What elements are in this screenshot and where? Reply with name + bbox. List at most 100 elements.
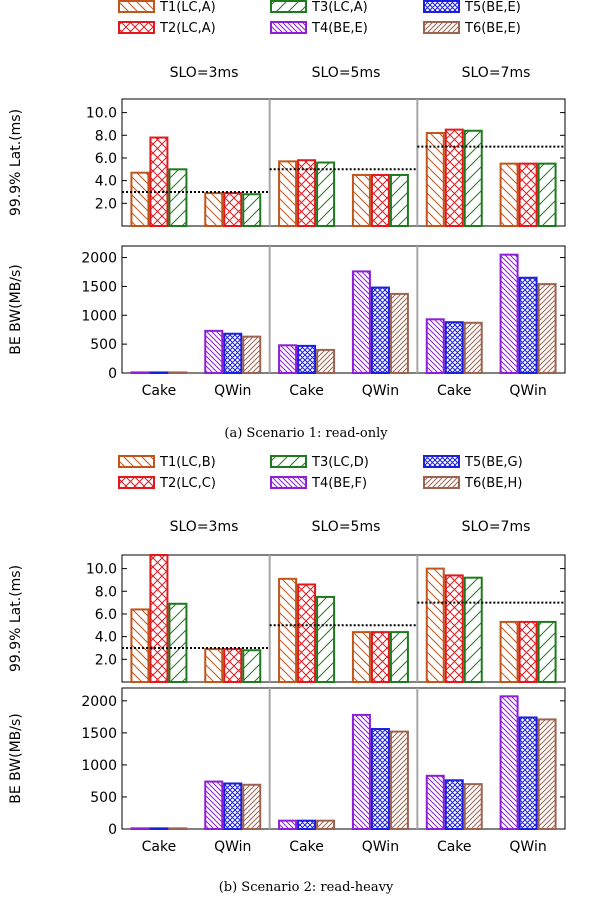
bar-t5-qwin (370, 286, 390, 374)
bar-t4-qwin (499, 253, 519, 374)
legend-scenario-2: T1(LC,B) T2(LC,C) T3(LC,D) T4(BE,F) T5(B… (118, 455, 523, 491)
plot-frame (121, 554, 566, 683)
bar-t3-qwin (537, 162, 557, 227)
legend-label-t3: T3(LC,A) (311, 0, 368, 15)
bandwidth-panel-scenario-1: 0 500 1000 1500 2000 BE BW(MB/s) Cake QWin Cake Q… (8, 245, 566, 399)
bar-t3-qwin (242, 193, 262, 227)
bar-t1-qwin (204, 648, 224, 684)
slo-label-3ms: SLO=3ms (170, 65, 239, 81)
y-tick-label: 6.0 (95, 607, 117, 623)
bar-t5-qwin (223, 332, 243, 374)
slo-label-5ms: SLO=5ms (312, 65, 381, 81)
x-tick-label: Cake (437, 839, 472, 855)
bar-t4-cake (425, 774, 445, 831)
x-tick-label: QWin (509, 839, 546, 855)
caption-scenario-2: (b) Scenario 2: read-heavy (219, 880, 394, 895)
bar-t2-cake (149, 554, 169, 683)
bar-t2-qwin (223, 648, 243, 684)
legend-item-t5: T5(BE,G) (423, 455, 523, 470)
bar-t1-qwin (351, 631, 371, 683)
bar-t5-cake (149, 371, 169, 375)
bar-t1-qwin (499, 620, 519, 684)
bar-t5-qwin (518, 716, 538, 830)
y-tick-label: 0 (108, 366, 117, 382)
bar-t2-cake (297, 159, 317, 228)
bar-t3-cake (168, 602, 188, 683)
legend-label-t1: T1(LC,A) (159, 0, 216, 15)
x-tick-label: Cake (437, 383, 472, 399)
bar-t5-cake (444, 321, 464, 375)
y-tick-label: 2000 (81, 694, 117, 710)
y-tick-label: 8.0 (95, 584, 117, 600)
bar-t4-cake (278, 819, 298, 830)
bar-t6-qwin (242, 783, 262, 831)
legend-item-t4: T4(BE,E) (270, 21, 368, 36)
bar-t2-qwin (370, 631, 390, 683)
y-tick-label: 500 (90, 790, 117, 806)
x-tick-label: QWin (362, 383, 399, 399)
bar-t5-cake (297, 344, 317, 375)
bar-t3-qwin (537, 620, 557, 684)
x-tick-label: Cake (142, 839, 177, 855)
caption-scenario-1: (a) Scenario 1: read-only (224, 426, 388, 441)
bar-t1-cake (278, 160, 298, 227)
y-tick-label: 10.0 (86, 106, 117, 122)
bar-t4-qwin (351, 270, 371, 374)
y-tick-label: 2.0 (95, 652, 117, 668)
bar-t3-cake (463, 576, 483, 684)
slo-label-5ms: SLO=5ms (312, 519, 381, 535)
y-tick-label: 500 (90, 337, 117, 353)
y-tick-label: 8.0 (95, 128, 117, 144)
legend-label-t4: T4(BE,E) (311, 21, 368, 36)
bar-t6-qwin (537, 283, 557, 375)
bar-t6-cake (463, 783, 483, 830)
bar-t4-qwin (351, 713, 371, 830)
bar-t1-qwin (204, 192, 224, 228)
x-tick-label: Cake (142, 383, 177, 399)
y-tick-label: 2.0 (95, 196, 117, 212)
bar-t2-cake (297, 583, 317, 683)
legend-label-t5: T5(BE,E) (464, 0, 521, 15)
bar-t1-cake (130, 171, 150, 227)
bar-t2-cake (444, 574, 464, 683)
y-tick-label: 1000 (81, 308, 117, 324)
bar-t3-cake (316, 161, 336, 227)
plot-frame (121, 687, 566, 830)
x-tick-label: Cake (289, 839, 324, 855)
legend-item-t2: T2(LC,C) (118, 476, 216, 491)
bar-t6-qwin (242, 335, 262, 374)
bar-t3-qwin (389, 173, 409, 228)
y-tick-label: 1500 (81, 726, 117, 742)
bar-t3-qwin (242, 649, 262, 683)
bar-t2-cake (149, 136, 169, 227)
bar-t4-cake (130, 827, 150, 830)
y-tick-label: 4.0 (95, 174, 117, 190)
bar-t6-cake (463, 321, 483, 375)
plot-frame (121, 98, 566, 227)
legend-item-t3: T3(LC,A) (270, 0, 368, 15)
x-tick-label: QWin (214, 839, 251, 855)
bar-t3-cake (463, 129, 483, 227)
legend-label-t5: T5(BE,G) (464, 455, 523, 470)
bar-t4-cake (278, 344, 298, 375)
legend-label-t4: T4(BE,F) (311, 476, 367, 491)
bar-t1-cake (425, 567, 445, 683)
bar-t2-qwin (223, 192, 243, 228)
bar-t6-cake (168, 827, 188, 830)
x-tick-label: Cake (289, 383, 324, 399)
legend-item-t1: T1(LC,B) (118, 455, 216, 470)
y-axis-label: BE BW(MB/s) (8, 264, 24, 354)
bar-t6-cake (316, 819, 336, 830)
bar-t5-cake (297, 819, 317, 830)
bar-t6-qwin (389, 292, 409, 374)
y-tick-label: 1500 (81, 279, 117, 295)
latency-panel-scenario-1: 2.0 4.0 6.0 8.0 10.0 99.9% Lat.(ms) (8, 98, 566, 228)
slo-label-3ms: SLO=3ms (170, 519, 239, 535)
bar-t3-cake (316, 595, 336, 684)
y-tick-label: 10.0 (86, 562, 117, 578)
bar-t3-cake (168, 168, 188, 228)
legend-label-t2: T2(LC,A) (159, 21, 216, 36)
legend-item-t6: T6(BE,H) (423, 476, 522, 491)
legend-label-t6: T6(BE,H) (464, 476, 522, 491)
